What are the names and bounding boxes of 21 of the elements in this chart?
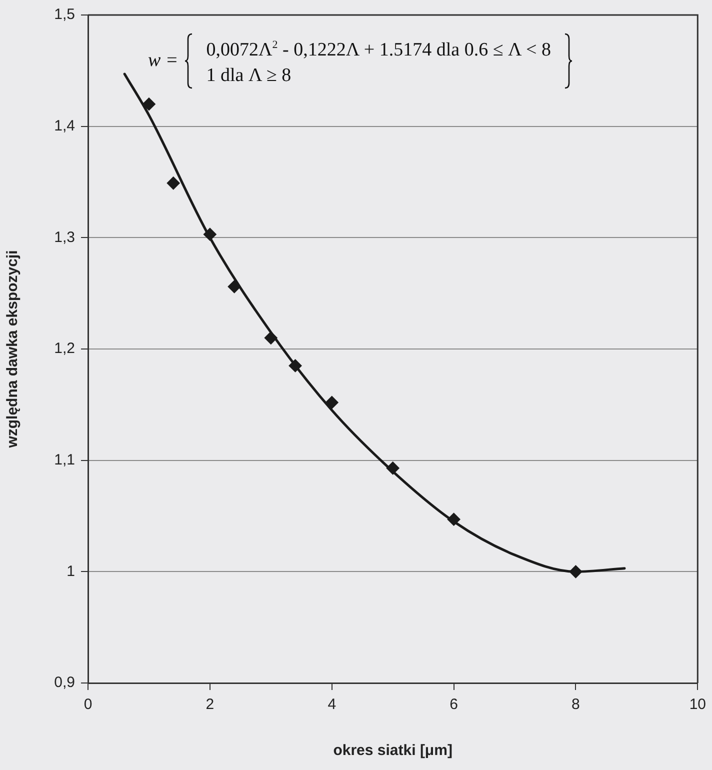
y-tick-label: 0,9 [54,674,75,692]
y-tick-label: 1,5 [54,6,75,24]
x-tick-label: 8 [572,696,580,714]
annotation: w = [148,50,178,72]
point [142,98,156,111]
x-tick-label: 2 [206,696,214,714]
y-tick-label: 1,3 [54,228,75,246]
y-tick-label: 1,2 [54,340,75,358]
y-axis-title: względna dawka ekspozycji [4,250,22,449]
y-tick-label: 1,4 [54,117,75,134]
x-tick-label: 6 [450,696,458,714]
annotation: 1 dla Λ ≥ 8 [206,64,292,88]
x-axis-title: okres siatki [μm] [333,742,452,760]
x-tick-label: 0 [84,696,92,714]
y-tick-label: 1 [66,562,75,580]
annotation: 0,0072Λ$^{2}$ - 0,1222Λ + 1.5174 dla 0.6 ≤ Λ < 8 [206,38,551,62]
y-tick-label: 1,1 [54,451,75,468]
point [325,396,338,409]
x-tick-label: 4 [328,696,336,714]
x-tick-label: 10 [689,696,706,714]
point [166,176,180,190]
